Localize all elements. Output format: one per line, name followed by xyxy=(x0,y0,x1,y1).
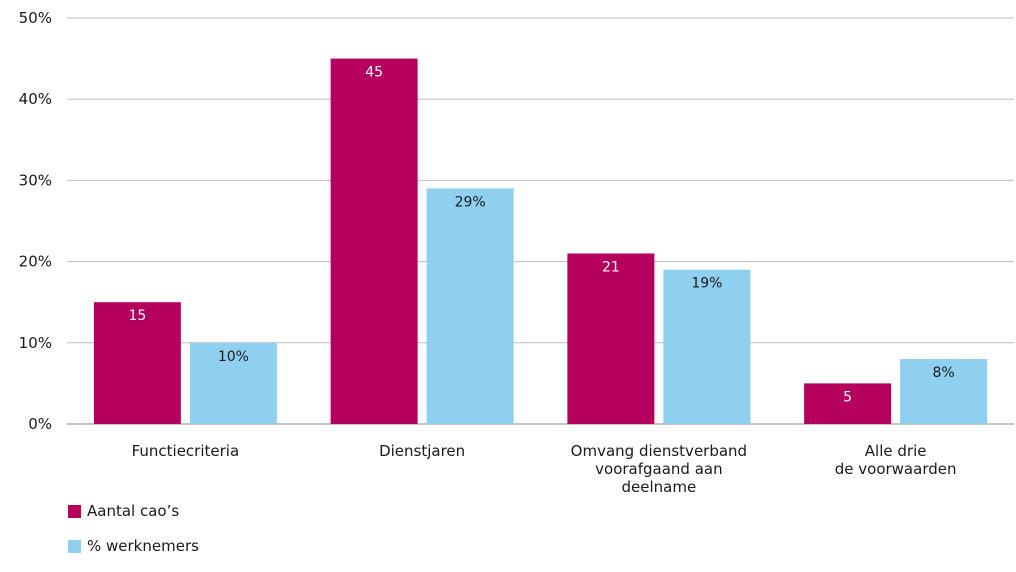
data-label: 29% xyxy=(455,195,486,211)
data-label: 21 xyxy=(602,259,620,275)
bar-aantal-caos xyxy=(330,58,418,424)
data-label: 5 xyxy=(843,389,852,405)
legend-swatch xyxy=(68,504,81,518)
bar-aantal-caos xyxy=(804,383,892,424)
x-tick-label: Functiecriteria xyxy=(132,442,240,460)
x-axis: Functiecriteria Dienstjaren Omvang dienstv… xyxy=(132,442,957,496)
x-tick-label: Alle drie de voorwaarden xyxy=(835,442,957,478)
data-label: 15 xyxy=(128,308,146,324)
bar-werknemers xyxy=(426,188,514,424)
data-label: 45 xyxy=(365,65,383,81)
legend-item-werknemers: % werknemers xyxy=(68,537,199,555)
y-tick-label: 20% xyxy=(19,253,52,271)
legend-item-aantal-caos: Aantal cao’s xyxy=(68,502,199,520)
legend-swatch xyxy=(68,539,81,553)
y-tick-label: 50% xyxy=(19,9,52,27)
bar-werknemers xyxy=(189,342,277,424)
y-tick-label: 0% xyxy=(28,415,52,433)
y-tick-label: 10% xyxy=(19,334,52,352)
bars: 15 10% 45 29% 21 19% 5 8% xyxy=(93,58,988,424)
bar-werknemers xyxy=(663,269,751,424)
data-label: 19% xyxy=(691,276,722,292)
y-tick-label: 40% xyxy=(19,90,52,108)
x-tick-label: Omvang dienstverband voorafgaand aan deeln… xyxy=(571,442,747,496)
y-axis: 0% 10% 20% 30% 40% 50% xyxy=(19,9,52,433)
legend-label: Aantal cao’s xyxy=(87,502,180,520)
data-label: 8% xyxy=(933,365,955,381)
bar-chart: 0% 10% 20% 30% 40% 50% 15 10% 45 29% 21 19% 5 8% Fun… xyxy=(19,9,1014,496)
bar-aantal-caos xyxy=(567,253,655,424)
legend: Aantal cao’s % werknemers xyxy=(68,502,199,572)
bar-werknemers xyxy=(900,359,988,424)
chart: 0% 10% 20% 30% 40% 50% 15 10% 45 29% 21 19% 5 8% Fun… xyxy=(19,9,1014,555)
data-label: 10% xyxy=(218,349,249,365)
bar-aantal-caos xyxy=(93,302,181,424)
x-tick-label: Dienstjaren xyxy=(379,442,465,460)
legend-label: % werknemers xyxy=(87,537,199,555)
y-tick-label: 30% xyxy=(19,171,52,189)
